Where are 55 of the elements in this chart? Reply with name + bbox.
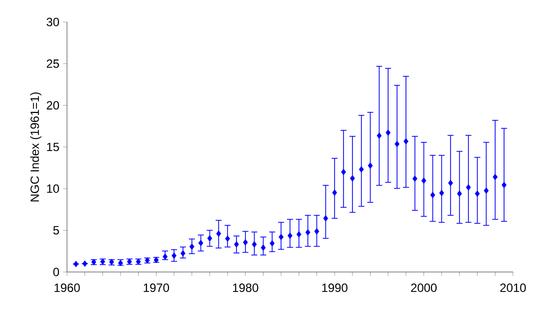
point (270, 240, 275, 247)
point (394, 140, 400, 148)
point (260, 244, 266, 251)
point (466, 184, 471, 191)
point (376, 132, 382, 139)
point (225, 235, 230, 242)
point (341, 168, 346, 176)
point (234, 241, 239, 248)
y-tick-label: 0 (53, 268, 60, 276)
y-tick-label: 10 (47, 184, 60, 193)
x-tick-label: 1990 (322, 284, 348, 292)
point (296, 231, 302, 238)
point (457, 190, 462, 197)
point (502, 182, 507, 188)
point (368, 162, 373, 169)
y-tick-label: 20 (46, 101, 60, 110)
point (314, 228, 320, 235)
y-tick-label: 25 (46, 59, 59, 68)
x-tick-label: 1980 (233, 284, 258, 292)
point (430, 192, 436, 198)
x-tick-label: 2000 (411, 284, 437, 292)
point (73, 260, 78, 268)
point (332, 189, 338, 196)
point (172, 252, 176, 259)
x-tick-label: 2010 (500, 284, 526, 292)
point (474, 190, 480, 197)
x-tick-label: 1970 (144, 284, 170, 292)
y-axis-title: NGC Index (1961=1) (30, 92, 42, 202)
point (421, 177, 426, 184)
point (82, 260, 88, 267)
point (305, 229, 310, 236)
point (412, 175, 418, 182)
point (323, 215, 328, 222)
point (439, 190, 444, 196)
point (242, 239, 248, 246)
point (180, 250, 186, 257)
point (448, 180, 454, 186)
y-tick-label: 30 (46, 18, 60, 26)
point (162, 253, 168, 260)
point (484, 187, 489, 194)
point (492, 174, 498, 180)
point (288, 232, 292, 239)
point (278, 234, 284, 240)
point (216, 230, 222, 237)
point (198, 240, 204, 246)
point (404, 138, 408, 145)
point (189, 243, 194, 250)
point (386, 129, 391, 136)
x-tick-label: 1960 (54, 284, 80, 292)
point (358, 166, 364, 173)
y-tick-label: 15 (47, 142, 59, 152)
point (252, 241, 257, 248)
y-tick-label: 5 (53, 226, 59, 234)
point (207, 235, 212, 242)
point (350, 175, 355, 182)
